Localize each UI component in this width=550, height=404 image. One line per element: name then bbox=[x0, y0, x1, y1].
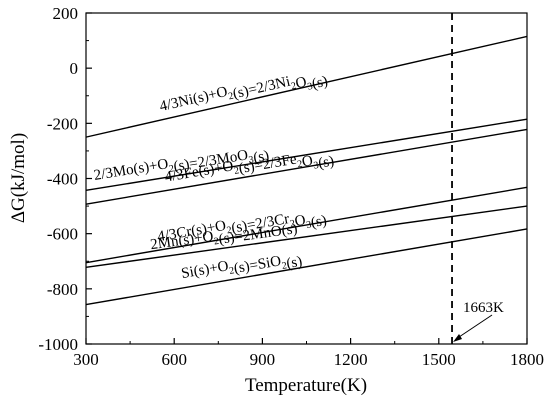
series-line bbox=[85, 128, 528, 205]
y-axis-title: ΔG(kJ/mol) bbox=[8, 133, 29, 223]
x-tick-label: 1500 bbox=[422, 350, 456, 369]
y-tick-label: 0 bbox=[70, 59, 79, 78]
series-label: 4/3Fe(s)+O2(s)=2/3Fe2O3(s) bbox=[164, 142, 336, 198]
series-line bbox=[85, 35, 528, 138]
y-tick-label: 200 bbox=[53, 4, 79, 23]
series-line bbox=[85, 118, 528, 192]
series-line bbox=[85, 205, 528, 269]
annotation-arrow bbox=[455, 314, 493, 340]
annotation-arrowhead bbox=[453, 334, 463, 342]
annotation-label: 1663K bbox=[463, 300, 504, 316]
y-tick-label: -200 bbox=[47, 114, 78, 133]
x-tick-label: 900 bbox=[250, 350, 276, 369]
x-tick-label: 600 bbox=[161, 350, 187, 369]
x-tick-label: 300 bbox=[73, 350, 99, 369]
plot-frame bbox=[85, 12, 528, 345]
series-label: Si(s)+O2(s)=SiO2(s) bbox=[180, 246, 303, 290]
series-lines bbox=[85, 35, 528, 306]
y-tick-label: -600 bbox=[47, 225, 78, 244]
x-tick-label: 1200 bbox=[334, 350, 368, 369]
y-tick-label: -800 bbox=[47, 280, 78, 299]
reference-line-group: 1663K bbox=[451, 13, 504, 344]
x-tick-label: 1800 bbox=[510, 350, 544, 369]
y-tick-label: -400 bbox=[47, 170, 78, 189]
x-axis-title: Temperature(K) bbox=[245, 375, 367, 396]
series-label: 4/3Ni(s)+O2(s)=2/3Ni2O3(s) bbox=[158, 62, 329, 127]
y-tick-label: -1000 bbox=[38, 335, 78, 354]
axis-ticks: 300 600 900 1200 1500 1800 200 0 -200 -400 -600 -80… bbox=[38, 4, 544, 369]
series-line bbox=[85, 228, 528, 306]
series-line bbox=[85, 186, 528, 264]
